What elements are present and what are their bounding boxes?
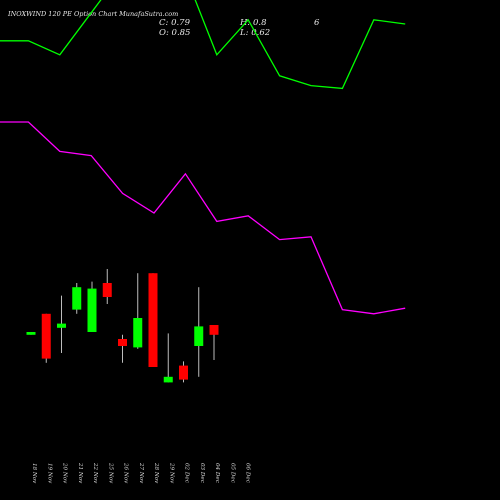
indicator-lines [0,0,406,315]
candle-body [87,288,97,332]
candle [148,273,158,367]
indicator-line-2 [0,121,406,315]
x-tick-label: 20 Nov [62,462,68,484]
x-tick-label: 29 Nov [168,462,174,484]
candle-body [163,376,173,383]
x-tick-label: 06 Dec [245,463,251,484]
candle [41,313,51,363]
x-tick-label: 18 Nov [31,463,37,484]
candle [194,287,204,377]
x-tick-label: 27 Nov [138,462,144,484]
candle [118,334,127,363]
x-tick-label: 22 Nov [92,462,98,484]
extra-value: 6 [314,18,320,28]
candle [26,332,36,335]
candle-body [102,283,112,297]
candle [133,273,143,349]
x-tick-label: 04 Dec [214,463,220,484]
candles [26,269,219,383]
candle-body [57,323,66,328]
candle-body [209,325,219,335]
x-tick-label: 05 Dec [229,463,235,484]
x-tick-label: 03 Dec [199,463,205,484]
close-value: C: 0.79 [159,18,190,28]
high-value: H: 0.8 [240,18,267,28]
candle-body [41,313,51,359]
candle [72,283,82,314]
x-tick-label: 25 Nov [107,462,113,484]
x-tick-label: 21 Nov [77,462,83,484]
candle [209,325,219,360]
candle-body [26,332,36,335]
candle [179,361,188,383]
x-tick-label: 28 Nov [153,462,159,484]
candle [87,281,97,332]
x-tick-label: 26 Nov [123,462,129,484]
candle-body [179,365,188,380]
x-axis-labels: 18 Nov 19 Nov 20 Nov 21 Nov 22 Nov 25 Nov 26 N… [31,462,251,484]
candle [57,295,66,353]
candle [163,333,173,383]
open-value: O: 0.85 [159,28,191,38]
candle-body [72,287,82,310]
chart-title: INOXWIND 120 PE Option Chart MunafaSutra… [8,10,179,18]
x-tick-label: 19 Nov [46,463,52,484]
candle-body [148,273,158,367]
indicator-line-1 [0,0,406,90]
candle-body [194,326,204,346]
x-tick-label: 02 Dec [184,463,190,484]
candle-body [118,339,127,346]
candle [102,269,112,304]
candle-body [133,318,143,348]
